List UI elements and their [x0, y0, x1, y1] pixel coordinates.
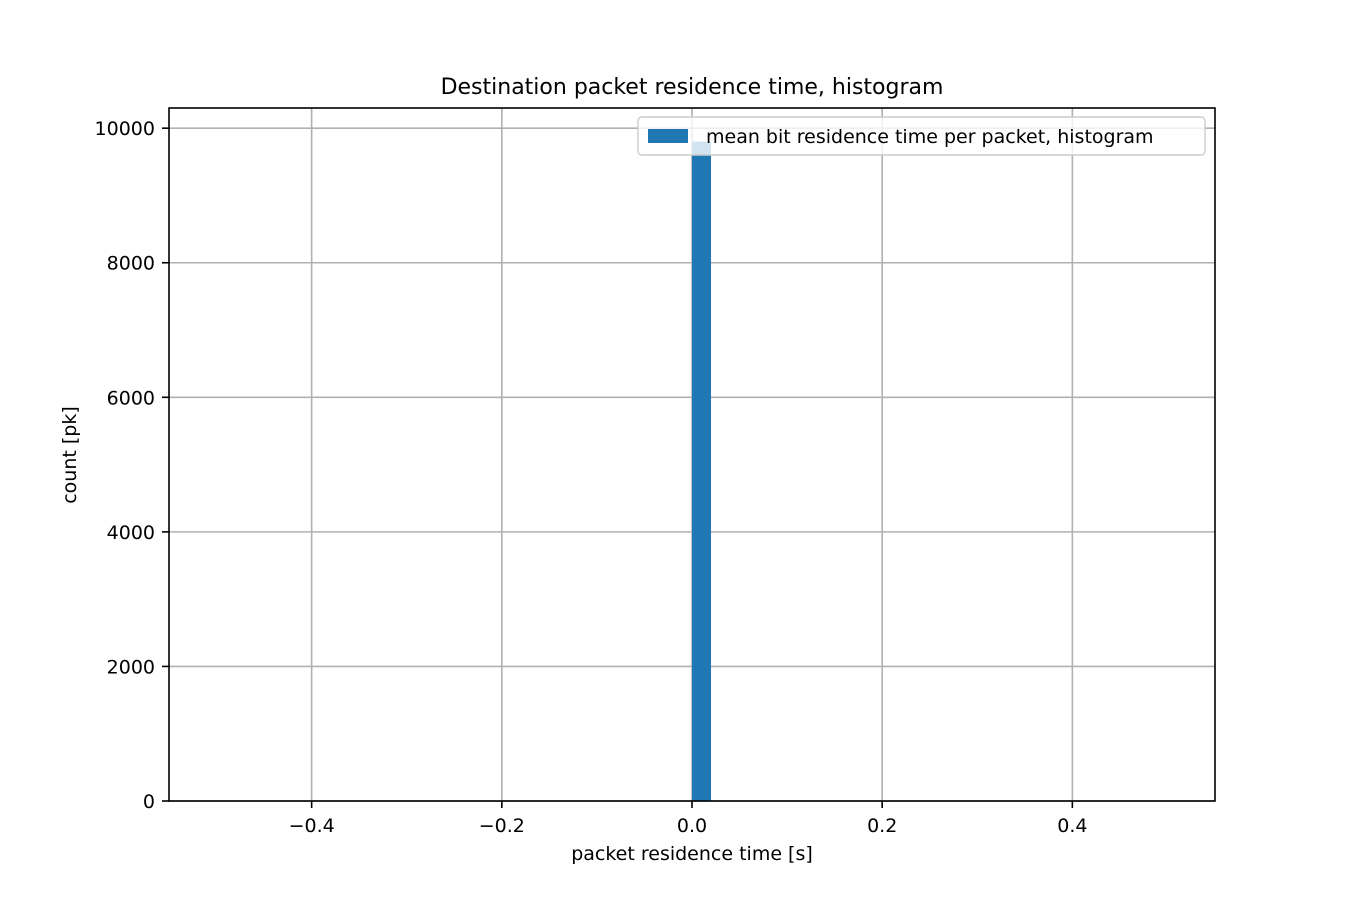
histogram-bar — [692, 141, 712, 802]
x-tick-label: 0.2 — [867, 815, 897, 837]
x-tick-label: −0.4 — [289, 815, 335, 837]
ticks-layer: −0.4 −0.2 0.0 0.2 0.4 0 2000 4000 6000 8000 10000 — [95, 118, 1088, 837]
y-tick-label: 6000 — [107, 387, 155, 409]
chart-title: Destination packet residence time, histo… — [441, 75, 944, 100]
legend-swatch — [648, 129, 688, 143]
y-tick-label: 10000 — [95, 118, 155, 140]
bars-layer — [692, 141, 712, 802]
x-tick-label: −0.2 — [479, 815, 525, 837]
x-tick-label: 0.0 — [677, 815, 707, 837]
y-tick-label: 4000 — [107, 522, 155, 544]
legend-box — [637, 116, 1206, 156]
x-axis-label: packet residence time [s] — [571, 843, 813, 865]
legend: mean bit residence time per packet, hist… — [637, 116, 1206, 156]
legend-label: mean bit residence time per packet, hist… — [706, 126, 1154, 148]
y-tick-label: 8000 — [107, 253, 155, 275]
y-axis-label: count [pk] — [59, 406, 81, 504]
y-tick-label: 2000 — [107, 656, 155, 678]
x-tick-label: 0.4 — [1057, 815, 1087, 837]
y-tick-label: 0 — [143, 791, 155, 813]
